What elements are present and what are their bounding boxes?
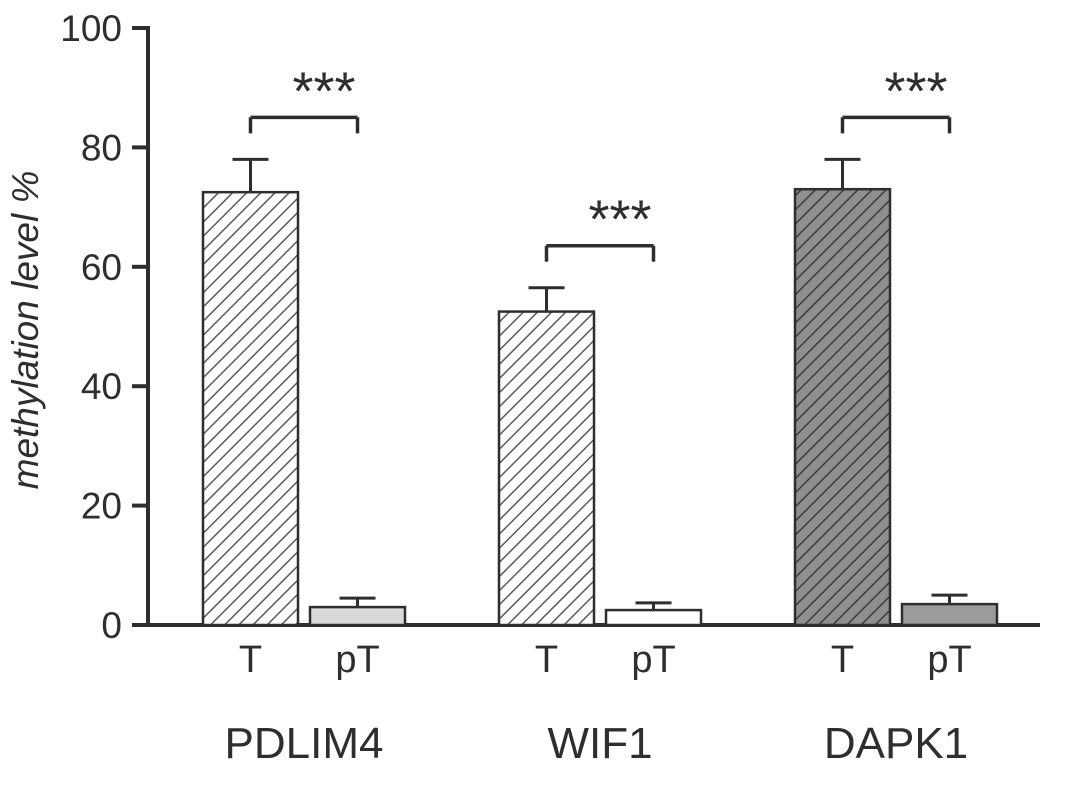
y-tick-label: 80 xyxy=(81,127,122,168)
bar-tick-label: pT xyxy=(927,639,971,681)
bar-tick-label: pT xyxy=(335,639,379,681)
significance-stars: *** xyxy=(292,61,355,121)
bar-tick-label: T xyxy=(535,639,558,681)
bar-wif1-T xyxy=(497,310,596,627)
bar-dapk1-T xyxy=(793,187,892,627)
y-axis-title: methylation level % xyxy=(5,171,46,490)
y-tick-label: 0 xyxy=(101,605,122,646)
bar-dapk1-pT xyxy=(900,602,999,627)
y-tick-label: 40 xyxy=(81,366,122,407)
group-label: PDLIM4 xyxy=(225,719,384,768)
significance-stars: *** xyxy=(588,190,651,250)
y-tick-label: 20 xyxy=(81,486,122,527)
bar-tick-label: T xyxy=(831,639,854,681)
significance-stars: *** xyxy=(884,61,947,121)
group-label: DAPK1 xyxy=(824,719,968,768)
plot-area: 0 20 40 60 80 100 T pT *** PDLIM4 T pT *** WIF1 T pT ***… xyxy=(60,8,1040,768)
bar-tick-label: T xyxy=(239,639,262,681)
bar-tick-label: pT xyxy=(631,639,675,681)
bar-pdlim4-pT xyxy=(308,605,407,627)
y-tick-label: 60 xyxy=(81,247,122,288)
bar-wif1-pT xyxy=(604,608,703,627)
y-tick-label: 100 xyxy=(60,8,122,49)
bar-pdlim4-T xyxy=(201,190,300,627)
group-label: WIF1 xyxy=(547,719,652,768)
